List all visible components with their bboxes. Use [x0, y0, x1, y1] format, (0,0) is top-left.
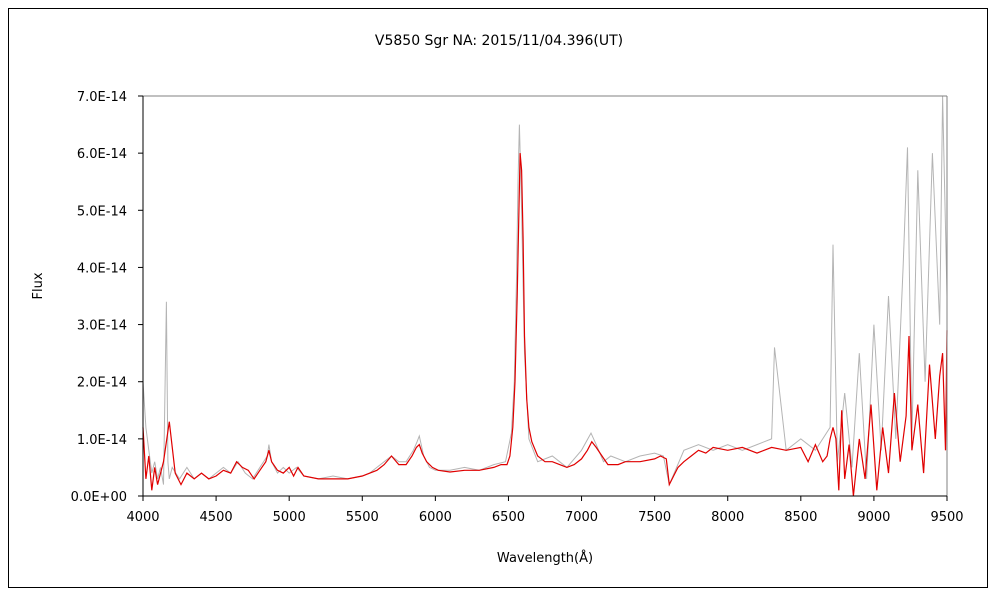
x-tick-label: 6500: [492, 510, 525, 525]
x-tick-label: 5000: [273, 510, 306, 525]
x-tick-label: 8500: [784, 510, 817, 525]
x-tick-label: 9000: [857, 510, 890, 525]
x-axis-label: Wavelength(Å): [497, 550, 593, 566]
y-tick-label: 7.0E-14: [77, 90, 127, 105]
x-tick-label: 7500: [638, 510, 671, 525]
spectrum-chart: V5850 Sgr NA: 2015/11/04.396(UT) 4000 450…: [31, 33, 964, 566]
y-tick-label: 5.0E-14: [77, 204, 127, 219]
y-tick-label: 6.0E-14: [77, 147, 127, 162]
y-tick-label: 4.0E-14: [77, 261, 127, 276]
y-tick-label: 2.0E-14: [77, 376, 127, 391]
x-tick-label: 4500: [200, 510, 233, 525]
series-line-smoothed: [142, 153, 948, 497]
x-tick-label: 5500: [346, 510, 379, 525]
x-tick-label: 6000: [419, 510, 452, 525]
y-tick-label: 3.0E-14: [77, 319, 127, 334]
series-line-raw: [142, 95, 948, 487]
y-tick-label: 0.0E+00: [71, 490, 127, 505]
x-tick-label: 7000: [565, 510, 598, 525]
plot-area: 4000 4500 5000 5500 6000 6500 7000 7500 8000 8500…: [71, 90, 964, 525]
y-axis-label: Flux: [31, 272, 46, 299]
x-tick-label: 4000: [126, 510, 159, 525]
x-tick-label: 8000: [711, 510, 744, 525]
x-tick-label: 9500: [930, 510, 963, 525]
chart-frame: V5850 Sgr NA: 2015/11/04.396(UT) 4000 450…: [8, 8, 988, 588]
y-tick-label: 1.0E-14: [77, 433, 127, 448]
chart-title: V5850 Sgr NA: 2015/11/04.396(UT): [375, 33, 623, 49]
